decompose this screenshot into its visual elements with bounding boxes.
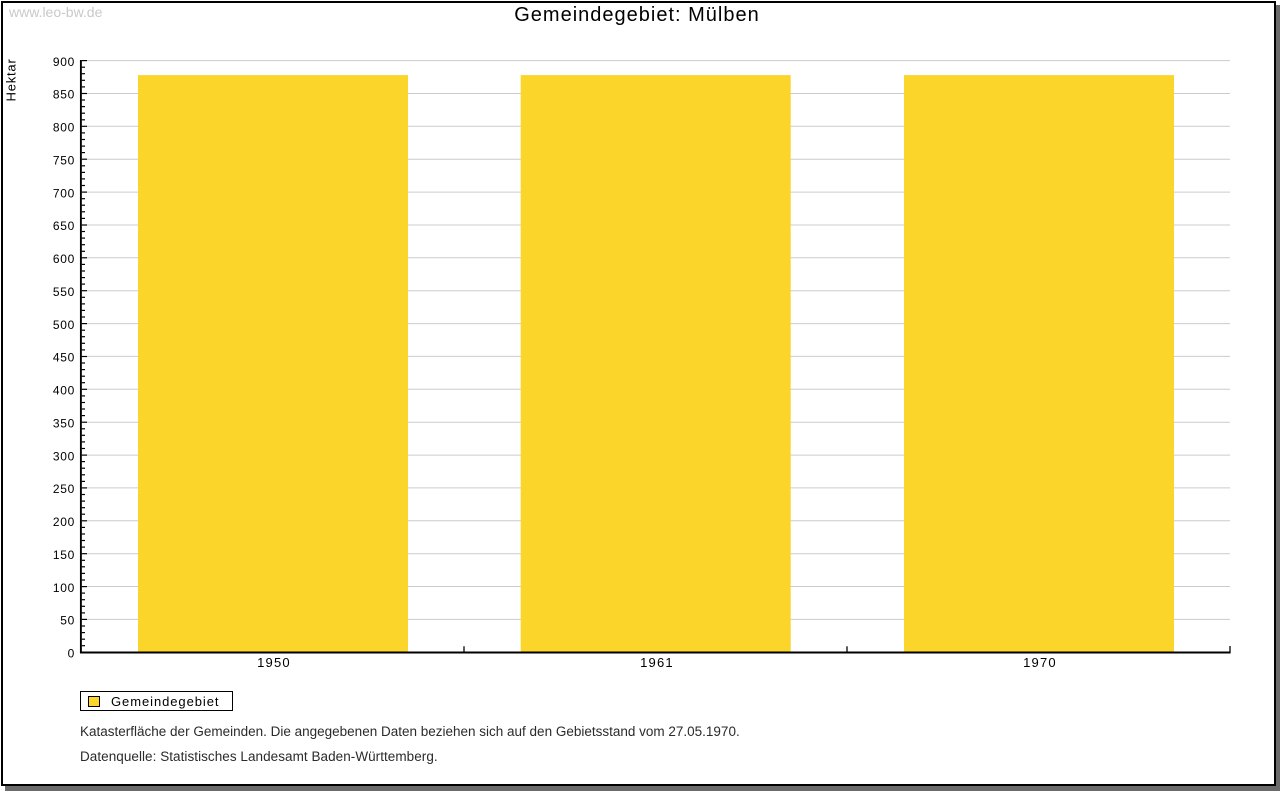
svg-text:1961: 1961 [640, 655, 674, 670]
svg-text:800: 800 [53, 121, 75, 135]
svg-text:200: 200 [53, 515, 75, 529]
svg-text:0: 0 [68, 647, 75, 661]
svg-text:550: 550 [53, 285, 75, 299]
svg-text:900: 900 [53, 55, 75, 69]
svg-text:600: 600 [53, 252, 75, 266]
svg-text:250: 250 [53, 482, 75, 496]
svg-text:400: 400 [53, 384, 75, 398]
svg-text:Hektar: Hektar [4, 58, 19, 101]
svg-text:500: 500 [53, 318, 75, 332]
svg-text:1950: 1950 [257, 655, 291, 670]
svg-text:350: 350 [53, 416, 75, 430]
svg-text:850: 850 [53, 88, 75, 102]
svg-text:750: 750 [53, 153, 75, 167]
svg-text:1970: 1970 [1023, 655, 1057, 670]
svg-text:700: 700 [53, 186, 75, 200]
svg-text:650: 650 [53, 219, 75, 233]
svg-text:50: 50 [60, 614, 75, 628]
svg-text:450: 450 [53, 351, 75, 365]
svg-text:150: 150 [53, 548, 75, 562]
svg-text:100: 100 [53, 581, 75, 595]
svg-text:300: 300 [53, 449, 75, 463]
